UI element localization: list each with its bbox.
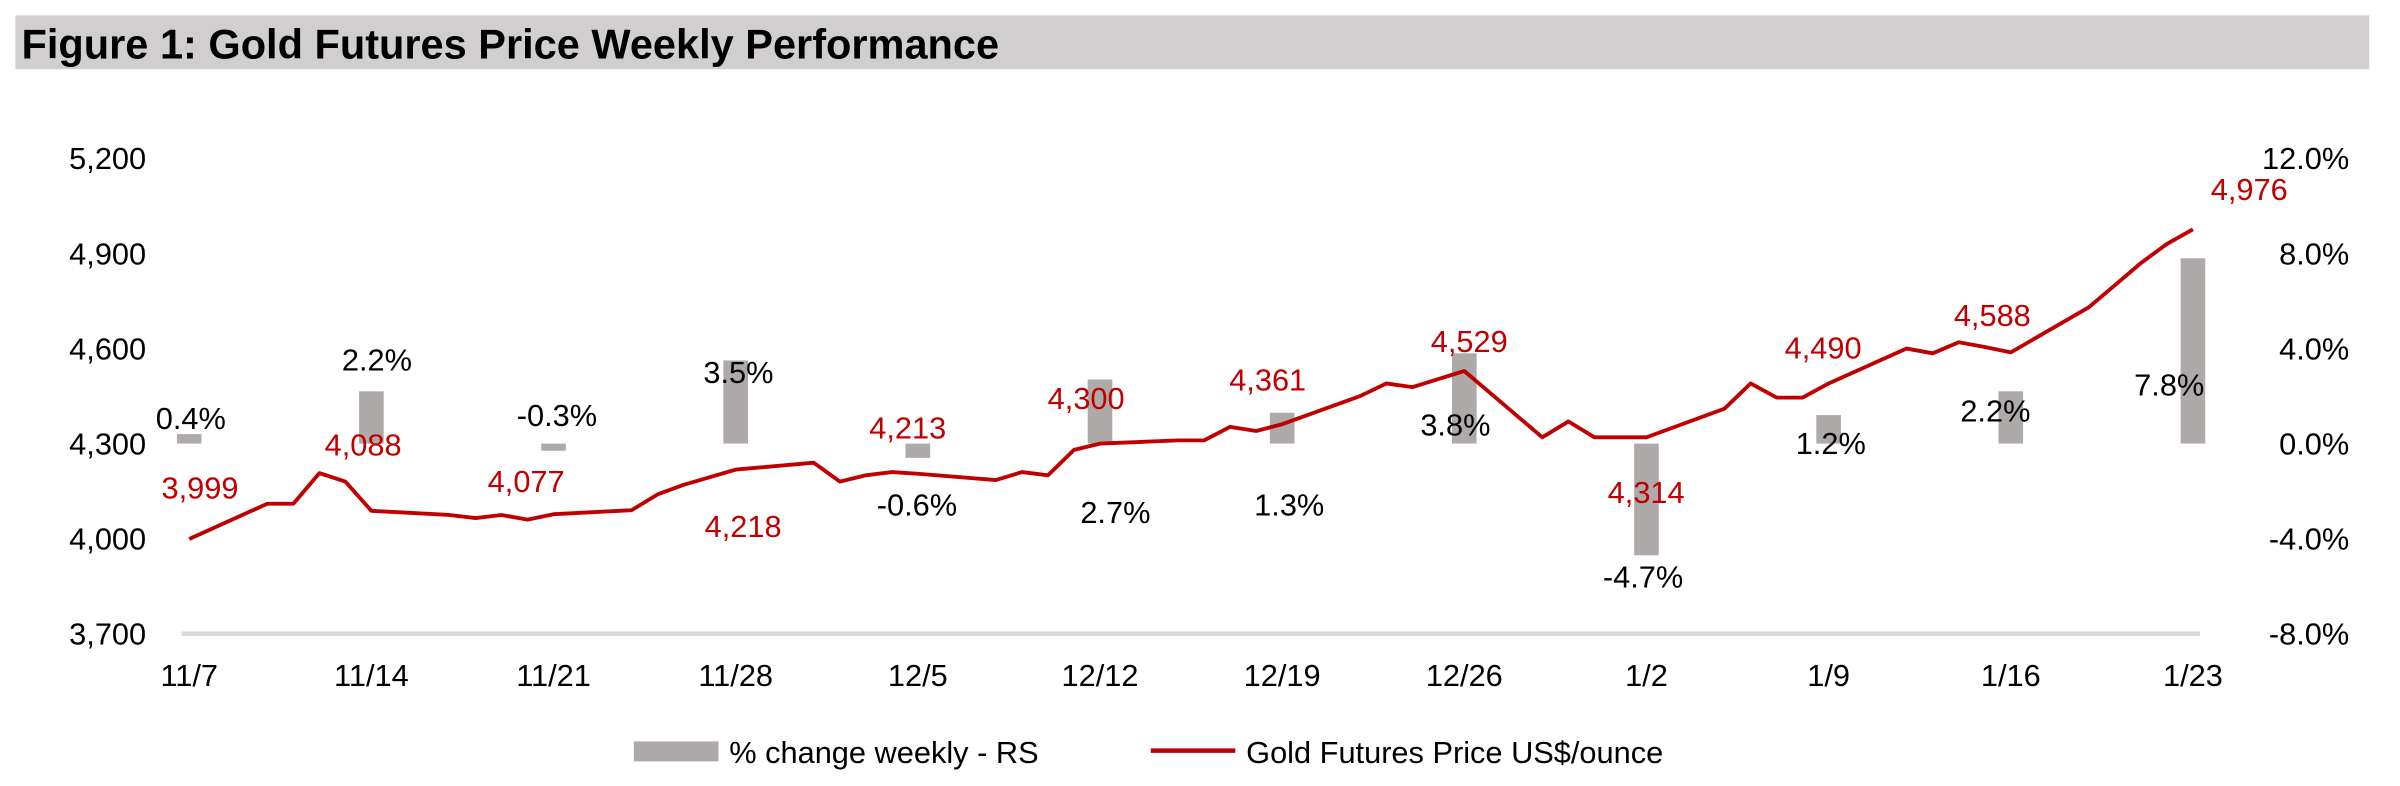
legend-bar-swatch	[633, 741, 719, 762]
bar-data-label: -0.3%	[517, 398, 597, 433]
x-tick-label: 11/14	[334, 658, 409, 693]
title-bar	[15, 15, 2370, 70]
bar-data-label: -0.6%	[877, 487, 957, 522]
x-tick-label: 11/28	[698, 658, 773, 693]
x-axis: 11/7 11/14 11/21 11/28 12/5 12/12 12/19 12/26 1/…	[160, 658, 2222, 693]
line-series	[188, 227, 2194, 541]
bar-1/23	[2180, 258, 2206, 444]
bar-data-label: -4.7%	[1603, 560, 1683, 595]
price-data-label: 3,999	[162, 470, 239, 505]
bar-data-label: 1.3%	[1254, 487, 1324, 522]
bar-1/9	[1816, 415, 1841, 444]
right-tick-label: -8.0%	[2269, 616, 2349, 651]
price-data-label: 4,976	[2211, 172, 2288, 207]
x-tick-label: 1/2	[1625, 658, 1668, 693]
price-data-label: 4,314	[1608, 475, 1685, 510]
bar-12/26	[1452, 353, 1477, 444]
left-tick-label: 4,900	[69, 236, 146, 271]
price-data-label: 4,077	[488, 464, 565, 499]
x-tick-label: 12/19	[1244, 658, 1321, 693]
bar-11/21	[541, 443, 566, 451]
right-tick-label: 12.0%	[2262, 141, 2349, 176]
price-data-label: 4,213	[869, 410, 946, 445]
bar-data-label: 3.5%	[703, 355, 773, 390]
price-data-label: 4,300	[1048, 381, 1125, 416]
x-tick-label: 1/9	[1807, 658, 1850, 693]
bar-11/28	[723, 360, 748, 444]
left-tick-label: 3,700	[69, 616, 146, 651]
right-tick-label: -4.0%	[2269, 521, 2349, 556]
price-data-label: 4,218	[705, 509, 782, 544]
legend-line-label: Gold Futures Price US$/ounce	[1246, 735, 1663, 770]
left-tick-label: 4,000	[69, 521, 146, 556]
bar-data-label: 3.8%	[1420, 407, 1490, 442]
left-axis: 5,200 4,900 4,600 4,300 4,000 3,700	[69, 141, 146, 651]
x-tick-label: 1/23	[2163, 658, 2223, 693]
x-tick-label: 11/7	[160, 658, 218, 693]
left-tick-label: 4,600	[69, 331, 146, 366]
price-line	[188, 227, 2194, 541]
legend-bar-label: % change weekly - RS	[729, 735, 1038, 770]
price-data-label: 4,088	[325, 427, 402, 462]
left-tick-label: 4,300	[69, 426, 146, 461]
bar-data-label: 7.8%	[2134, 367, 2204, 402]
bar-1/2	[1634, 443, 1659, 556]
x-tick-label: 12/5	[888, 658, 948, 693]
bar-data-labels: 0.4% 2.2% -0.3% 3.5% -0.6% 2.7% 1.3% 3.8% -4.7% 1…	[156, 343, 2205, 595]
bar-data-label: 2.7%	[1080, 495, 1150, 530]
right-tick-label: 0.0%	[2279, 426, 2349, 461]
x-tick-label: 12/26	[1426, 658, 1503, 693]
bar-11/14	[359, 391, 384, 444]
chart-title: Figure 1: Gold Futures Price Weekly Perf…	[22, 20, 1000, 67]
legend: % change weekly - RS Gold Futures Price …	[633, 735, 1663, 770]
left-tick-label: 5,200	[69, 141, 146, 176]
bar-12/5	[905, 443, 931, 458]
bar-data-label: 0.4%	[156, 401, 226, 436]
price-data-label: 4,588	[1954, 298, 2031, 333]
x-tick-label: 11/21	[516, 658, 591, 693]
right-axis: 12.0% 8.0% 4.0% 0.0% -4.0% -8.0%	[2262, 141, 2349, 651]
bar-12/12	[1087, 379, 1113, 444]
price-data-label: 4,361	[1229, 363, 1306, 398]
x-tick-label: 12/12	[1062, 658, 1139, 693]
price-data-label: 4,490	[1785, 330, 1862, 365]
bar-data-label: 1.2%	[1796, 426, 1866, 461]
bar-data-label: 2.2%	[1960, 393, 2030, 428]
price-data-labels: 3,999 4,088 4,077 4,218 4,213 4,300 4,361 4,529…	[162, 172, 2288, 544]
bar-1/16	[1998, 391, 2024, 444]
bar-11/7	[176, 434, 202, 444]
price-data-label: 4,529	[1431, 324, 1508, 359]
x-tick-label: 1/16	[1981, 658, 2041, 693]
bar-series	[176, 258, 2206, 556]
right-tick-label: 8.0%	[2279, 236, 2349, 271]
right-tick-label: 4.0%	[2279, 331, 2349, 366]
bar-data-label: 2.2%	[342, 343, 412, 378]
